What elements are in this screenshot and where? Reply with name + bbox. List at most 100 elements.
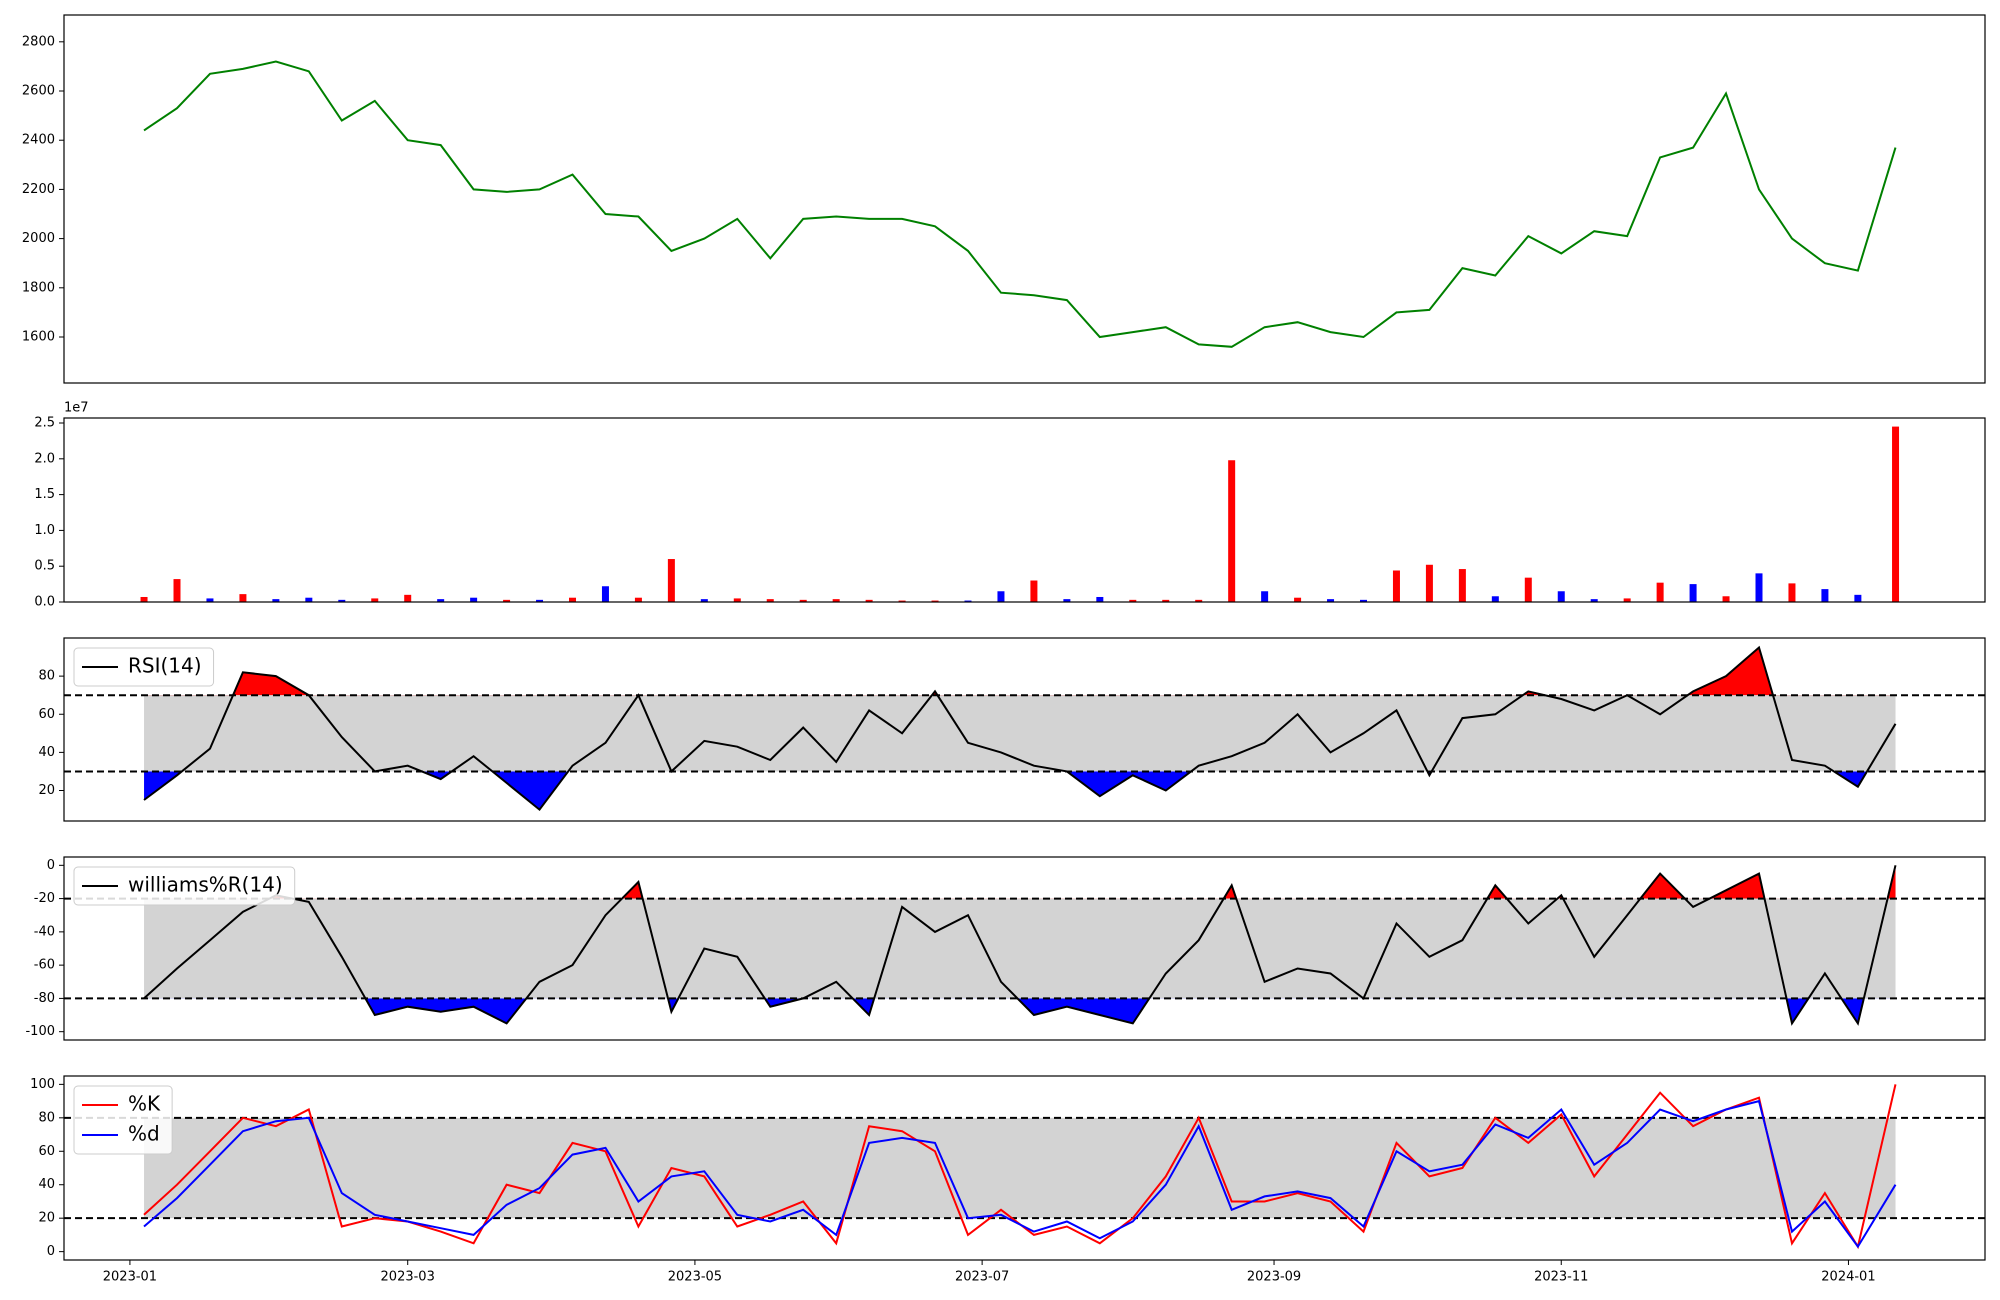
volume-bar bbox=[140, 596, 148, 602]
volume-bar bbox=[1557, 591, 1565, 602]
y-tick-label: 0 bbox=[47, 1244, 55, 1259]
volume-bar bbox=[1162, 599, 1170, 602]
volume-bar bbox=[1360, 599, 1367, 602]
x-tick-label: 2023-11 bbox=[1534, 1270, 1588, 1285]
volume-bar bbox=[206, 598, 214, 602]
series-line bbox=[143, 865, 1897, 1026]
legend-box bbox=[73, 1085, 173, 1155]
volume-bar bbox=[305, 597, 313, 602]
panel: -100 -80 -60 -40 -20 0 williams%R(14) bbox=[25, 856, 1986, 1041]
y-tick-label: -20 bbox=[34, 891, 55, 906]
y-tick-label: 2.0 bbox=[34, 451, 55, 466]
volume-bar bbox=[1854, 594, 1862, 602]
volume-bar bbox=[1096, 596, 1104, 602]
y-tick-label: 0 bbox=[47, 858, 55, 873]
axes-frame bbox=[63, 856, 1986, 1041]
y-tick-label: 1.0 bbox=[34, 523, 55, 538]
volume-bar bbox=[371, 598, 379, 602]
y-tick-label: 2800 bbox=[22, 34, 55, 49]
volume-bar bbox=[634, 597, 642, 602]
legend-label: %d bbox=[128, 1122, 160, 1146]
volume-bar bbox=[1821, 589, 1829, 602]
x-tick-label: 2024-01 bbox=[1821, 1270, 1875, 1285]
volume-bar bbox=[173, 579, 181, 602]
axes-frame bbox=[63, 637, 1986, 822]
axes-frame bbox=[63, 417, 1986, 603]
volume-bar bbox=[865, 599, 873, 602]
volume-bar bbox=[1623, 598, 1631, 602]
y-tick-label: 100 bbox=[30, 1077, 55, 1092]
volume-bar bbox=[1228, 460, 1236, 602]
neutral-band bbox=[144, 898, 1896, 999]
series-line bbox=[143, 645, 1897, 812]
y-tick-label: 1800 bbox=[22, 280, 55, 295]
volume-bar bbox=[1524, 577, 1532, 602]
x-tick-label: 2023-07 bbox=[955, 1270, 1009, 1285]
volume-bar bbox=[404, 594, 412, 602]
x-tick-label: 2023-01 bbox=[103, 1270, 157, 1285]
legend: williams%R(14) bbox=[73, 866, 296, 906]
y-tick-label: 2.5 bbox=[34, 416, 55, 431]
volume-bar bbox=[1195, 599, 1203, 602]
volume-bar bbox=[1392, 570, 1400, 602]
y-tick-label: -80 bbox=[34, 991, 55, 1006]
series-line bbox=[143, 1099, 1897, 1249]
axis-offset-label: 1e7 bbox=[64, 401, 89, 416]
legend-label: williams%R(14) bbox=[128, 873, 283, 897]
panel: 1600 1800 2000 2200 2400 2600 2800 bbox=[22, 14, 1986, 384]
y-tick-label: 2600 bbox=[22, 84, 55, 99]
y-tick-label: 1600 bbox=[22, 330, 55, 345]
volume-bar bbox=[700, 599, 708, 602]
volume-bar bbox=[964, 600, 972, 602]
y-tick-label: 20 bbox=[38, 1211, 55, 1226]
volume-bar bbox=[1030, 580, 1038, 602]
volume-bar bbox=[1788, 583, 1796, 602]
y-tick-label: 0.0 bbox=[34, 595, 55, 610]
panel: 20 40 60 80 RSI(14) bbox=[38, 637, 1986, 822]
x-tick-label: 2023-05 bbox=[668, 1270, 722, 1285]
legend-box bbox=[73, 647, 215, 687]
volume-bar bbox=[1294, 597, 1302, 602]
legend-label: %K bbox=[128, 1092, 161, 1116]
volume-bar bbox=[1261, 591, 1269, 602]
volume-bar bbox=[1722, 596, 1730, 602]
volume-bar bbox=[1327, 599, 1335, 602]
volume-bar bbox=[1656, 582, 1664, 602]
legend-label: RSI(14) bbox=[128, 654, 202, 678]
volume-bar bbox=[239, 594, 247, 602]
volume-bar bbox=[569, 597, 576, 602]
y-tick-label: 2000 bbox=[22, 231, 55, 246]
volume-bar bbox=[338, 599, 346, 602]
volume-bar bbox=[997, 591, 1005, 602]
y-tick-label: 1.5 bbox=[34, 487, 55, 502]
axes-frame bbox=[63, 1075, 1986, 1261]
volume-bar bbox=[601, 586, 609, 602]
volume-bar bbox=[799, 599, 807, 602]
series-line bbox=[143, 60, 1897, 348]
y-tick-label: 40 bbox=[38, 1177, 55, 1192]
volume-bar bbox=[931, 600, 939, 602]
volume-bar bbox=[272, 599, 280, 602]
volume-bar bbox=[733, 598, 741, 602]
y-tick-label: 2200 bbox=[22, 182, 55, 197]
y-tick-label: 80 bbox=[38, 1110, 55, 1125]
y-tick-label: 80 bbox=[38, 669, 55, 684]
oversold-fill bbox=[144, 998, 1896, 1024]
volume-bar bbox=[1458, 569, 1466, 602]
panel: 0.0 0.5 1.0 1.5 2.0 2.5 1e7 bbox=[34, 401, 1986, 610]
overbought-fill bbox=[144, 647, 1896, 696]
y-tick-label: 0.5 bbox=[34, 559, 55, 574]
neutral-band bbox=[144, 1117, 1896, 1219]
axes-frame bbox=[63, 14, 1986, 384]
y-tick-label: 20 bbox=[38, 783, 55, 798]
legend: RSI(14) bbox=[73, 647, 215, 687]
x-tick-label: 2023-09 bbox=[1247, 1270, 1301, 1285]
volume-bar bbox=[503, 599, 511, 602]
volume-bar bbox=[1892, 426, 1900, 602]
overbought-fill bbox=[144, 865, 1896, 899]
volume-bar bbox=[1689, 584, 1697, 602]
volume-bar bbox=[667, 559, 675, 602]
y-tick-label: 60 bbox=[38, 707, 55, 722]
volume-bar bbox=[1755, 573, 1763, 602]
